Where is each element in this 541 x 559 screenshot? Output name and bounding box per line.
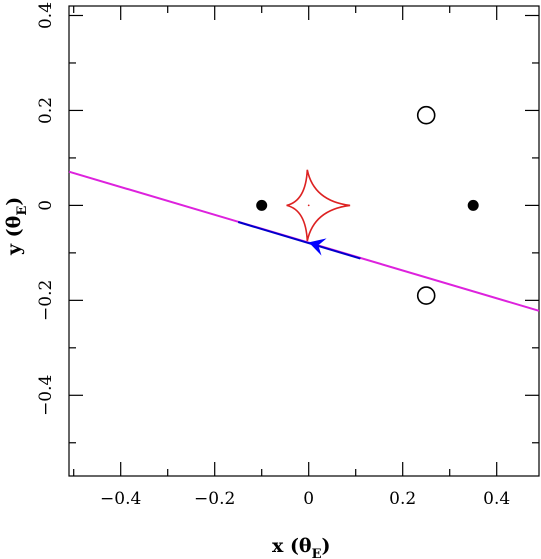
x-tick-labels: −0.4 −0.2 0 0.2 0.4 <box>100 489 510 509</box>
x-tick-label: −0.2 <box>194 489 235 509</box>
y-tick-label: −0.4 <box>36 375 56 416</box>
x-axis-label-sub: E <box>312 547 322 559</box>
y-axis-label-main: y (θ <box>3 216 25 256</box>
y-tick-label: −0.2 <box>36 280 56 321</box>
x-axis-label-main: x (θ <box>272 535 312 557</box>
y-axis-label-end: ) <box>3 197 25 206</box>
image-point <box>416 105 436 125</box>
y-axis-label-sub: E <box>15 206 30 216</box>
source-arrow-icon <box>308 238 327 256</box>
lens-points <box>256 199 479 211</box>
image-points <box>416 105 436 305</box>
x-axis-label-end: ) <box>322 535 331 557</box>
y-tick-label: 0.4 <box>36 2 56 29</box>
y-axis-label: y (θE) <box>3 197 30 256</box>
x-tick-label: 0.4 <box>483 489 510 509</box>
image-point <box>416 286 436 305</box>
x-tick-label: 0 <box>303 489 314 509</box>
lens-point <box>467 199 479 211</box>
trajectory-highlight <box>237 221 361 260</box>
caustic-curve <box>286 169 351 242</box>
plot-frame <box>68 5 540 477</box>
y-tick-label: 0 <box>36 200 56 211</box>
x-axis-label: x (θE) <box>272 535 331 559</box>
y-tick-labels: −0.4 −0.2 0 0.2 0.4 <box>36 2 56 416</box>
x-tick-label: 0.2 <box>389 489 416 509</box>
axis-ticks <box>69 6 539 476</box>
caustic-center-dot <box>307 204 310 207</box>
x-tick-label: −0.4 <box>100 489 141 509</box>
lens-point <box>256 199 268 211</box>
y-tick-label: 0.2 <box>36 97 56 124</box>
